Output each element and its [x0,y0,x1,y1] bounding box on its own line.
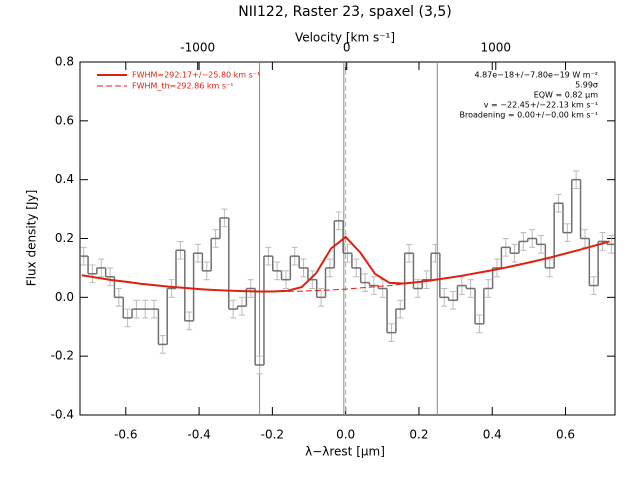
y-tick-label: 0.2 [55,231,74,245]
top-axis-label: Velocity [km s⁻¹] [295,31,395,45]
y-tick-label: 0.4 [55,172,74,186]
x-tick-label: 0.6 [556,428,575,442]
top-tick-label: 0 [343,41,351,55]
annotation: v = −22.45+/−22.13 km s⁻¹ [484,101,598,110]
x-tick-label: 0.0 [336,428,355,442]
legend-label: FWHM=292.17+/−25.80 km s⁻¹ [132,71,260,80]
x-tick-label: 0.4 [483,428,502,442]
chart-title: NII122, Raster 23, spaxel (3,5) [238,4,451,20]
x-tick-label: -0.4 [187,428,210,442]
x-axis-label: λ−λrest [μm] [305,445,385,459]
annotation: EQW = 0.82 μm [534,91,598,100]
annotation: Broadening = 0.00+/−0.00 km s⁻¹ [460,111,598,120]
y-tick-label: -0.2 [51,349,74,363]
x-tick-label: -0.2 [261,428,284,442]
top-tick-label: -1000 [180,41,215,55]
annotation: 5.99σ [575,81,598,90]
y-tick-label: 0.6 [55,113,74,127]
x-tick-label: 0.2 [409,428,428,442]
y-axis-label: Flux density [Jy] [25,190,39,287]
annotation: 4.87e−18+/−7.80e−19 W m⁻² [474,71,598,80]
top-tick-label: 1000 [481,41,512,55]
x-tick-label: -0.6 [114,428,137,442]
fit-line [81,235,610,293]
y-tick-label: -0.4 [51,408,74,422]
legend-label: FWHM_th=292.86 km s⁻¹ [132,82,233,91]
y-tick-label: 0.0 [55,290,74,304]
y-tick-label: 0.8 [55,55,74,69]
